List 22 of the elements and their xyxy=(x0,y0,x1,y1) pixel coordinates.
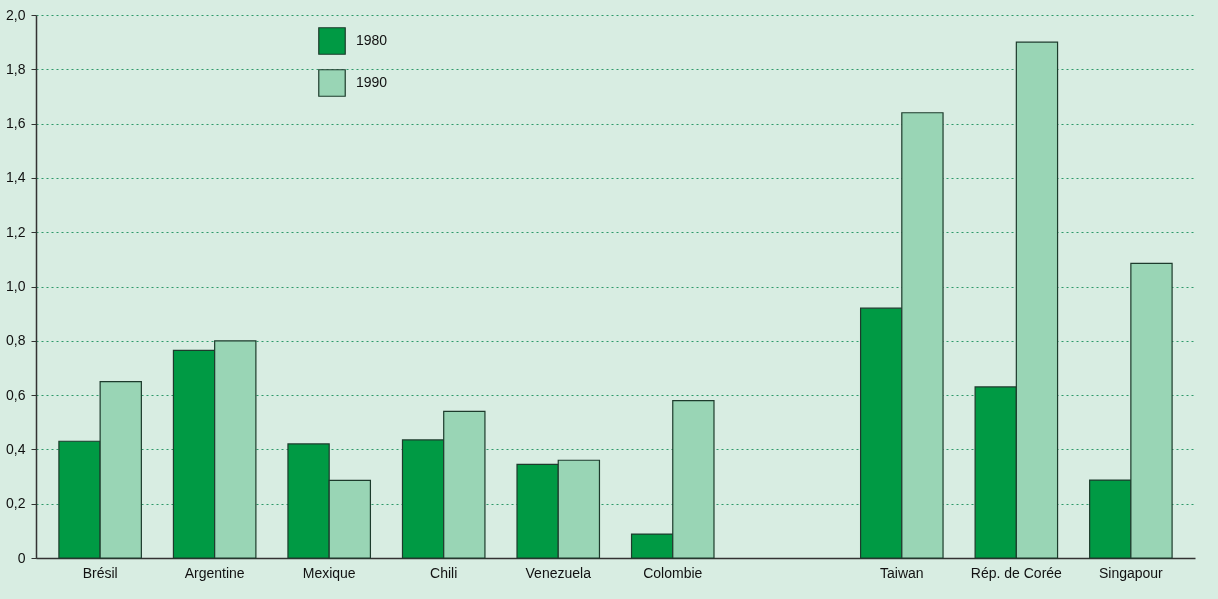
y-tick-label: 0 xyxy=(17,549,26,566)
y-tick-label: 0,2 xyxy=(6,495,26,512)
y-tick-label: 2,0 xyxy=(6,6,26,23)
x-tick-label: Colombie xyxy=(643,564,703,581)
y-tick-label: 1,0 xyxy=(6,278,26,294)
x-tick-label: Argentine xyxy=(184,564,245,581)
y-tick-label: 0,8 xyxy=(6,332,26,349)
legend-label: 1990 xyxy=(356,74,388,90)
x-tick-label: Mexique xyxy=(302,564,356,581)
x-tick-label: Chili xyxy=(430,564,458,581)
y-tick-label: 1,4 xyxy=(6,169,26,186)
x-tick-label: Taiwan xyxy=(880,564,924,581)
y-tick-label: 0,6 xyxy=(6,386,26,403)
y-tick-label: 0,4 xyxy=(6,440,26,457)
y-tick-label: 1,6 xyxy=(6,115,26,132)
x-tick-label: Rép. de Corée xyxy=(970,564,1063,581)
y-tick-label: 1,2 xyxy=(6,223,26,240)
x-tick-label: Venezuela xyxy=(525,564,592,581)
x-tick-label: Singapour xyxy=(1098,564,1164,581)
legend-label: 1980 xyxy=(356,32,388,48)
x-tick-label: Brésil xyxy=(82,564,118,581)
y-tick-label: 1,8 xyxy=(6,60,26,77)
